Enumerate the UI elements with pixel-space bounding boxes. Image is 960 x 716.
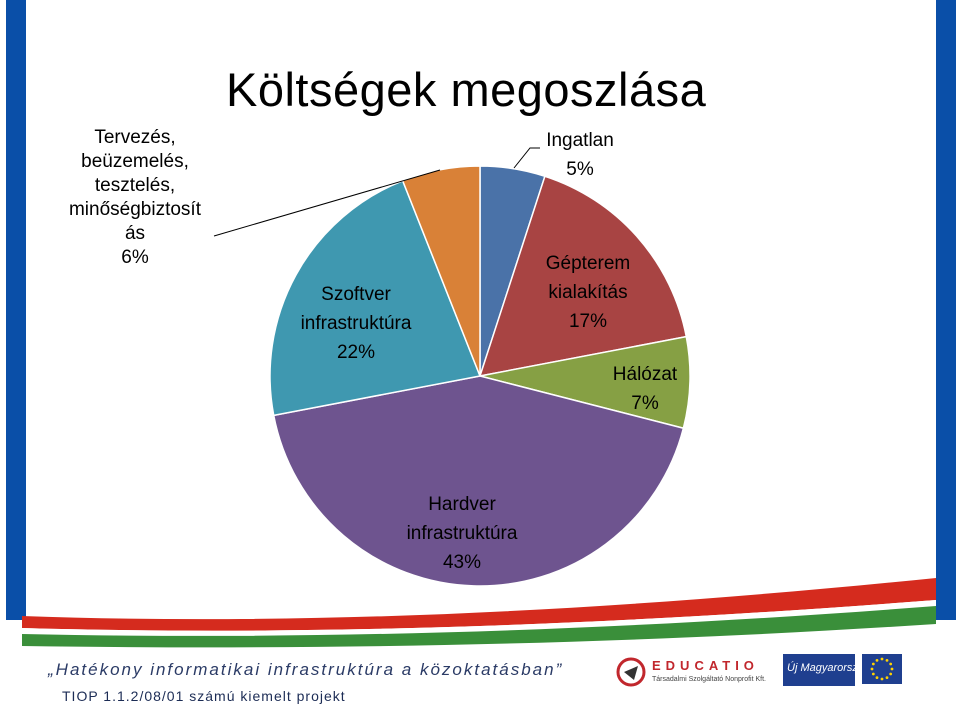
label-hardver-value: 43% bbox=[442, 552, 482, 573]
eu-star-6 bbox=[880, 677, 884, 681]
label-szoftver: Szoftver infrastruktúra 22% bbox=[276, 280, 436, 367]
label-hardver-line2: infrastruktúra bbox=[406, 523, 518, 544]
eu-flag-icon bbox=[862, 654, 902, 684]
pie-slice-4 bbox=[269, 179, 482, 417]
ribbon-red bbox=[22, 578, 936, 631]
eu-star-1 bbox=[885, 658, 889, 662]
label-szoftver-value: 22% bbox=[336, 342, 376, 363]
eu-star-0 bbox=[880, 657, 884, 661]
pie-slice-3 bbox=[272, 375, 685, 587]
leader-line-ingatlan bbox=[513, 147, 540, 169]
footer-project-code: TIOP 1.1.2/08/01 számú kiemelt projekt bbox=[62, 688, 346, 704]
label-tervezes-line2: beüzemelés, bbox=[81, 151, 189, 172]
educatio-subtitle: Társadalmi Szolgáltató Nonprofit Kft. bbox=[652, 676, 766, 683]
pie-slice-1 bbox=[478, 175, 688, 377]
uj-magyarorszag-logo: Új Magyarország bbox=[783, 654, 870, 686]
label-gepterem-line2: kialakítás bbox=[548, 282, 628, 303]
label-hardver: Hardver infrastruktúra 43% bbox=[382, 490, 542, 577]
label-halozat-value: 7% bbox=[631, 393, 659, 414]
label-szoftver-line2: infrastruktúra bbox=[300, 313, 412, 334]
label-ingatlan-name: Ingatlan bbox=[546, 130, 614, 151]
eu-star-4 bbox=[889, 672, 893, 676]
label-tervezes-line3: tesztelés, bbox=[94, 175, 176, 196]
educatio-emblem-icon bbox=[616, 657, 646, 687]
ribbon-white bbox=[22, 600, 936, 636]
eu-star-2 bbox=[889, 662, 893, 666]
label-tervezes-line5: ás bbox=[124, 223, 146, 244]
label-gepterem: Gépterem kialakítás 17% bbox=[508, 249, 668, 336]
label-ingatlan-value: 5% bbox=[566, 159, 594, 180]
eu-star-7 bbox=[875, 676, 879, 680]
eu-star-3 bbox=[890, 667, 894, 671]
label-halozat-name: Hálózat bbox=[612, 364, 678, 385]
label-ingatlan: Ingatlan 5% bbox=[520, 126, 640, 184]
educatio-wordmark: EDUCATIO bbox=[652, 658, 759, 673]
label-halozat: Hálózat 7% bbox=[585, 360, 705, 418]
label-tervezes-line1: Tervezés, bbox=[94, 127, 176, 148]
right-blue-bar bbox=[936, 0, 956, 620]
uj-magyarorszag-text: Új Magyarország bbox=[787, 662, 871, 674]
label-tervezes-line4: minőségbiztosít bbox=[68, 199, 201, 220]
label-tervezes-value: 6% bbox=[121, 247, 149, 268]
eu-star-8 bbox=[871, 672, 875, 676]
educatio-logo: EDUCATIO Társadalmi Szolgáltató Nonprofi… bbox=[612, 652, 772, 692]
label-hardver-line1: Hardver bbox=[428, 494, 496, 515]
pie-slices bbox=[269, 165, 691, 587]
eu-star-9 bbox=[870, 667, 874, 671]
leader-line-tervezes bbox=[213, 169, 441, 237]
eu-star-11 bbox=[875, 658, 879, 662]
eu-star-10 bbox=[871, 662, 875, 666]
label-gepterem-value: 17% bbox=[568, 311, 608, 332]
footer-project-title: „Hatékony informatikai infrastruktúra a … bbox=[48, 660, 564, 679]
label-gepterem-line1: Gépterem bbox=[545, 253, 631, 274]
eu-stars-icon bbox=[870, 657, 894, 681]
chart-title: Költségek megoszlása bbox=[226, 63, 707, 116]
label-tervezes: Tervezés, beüzemelés, tesztelés, minőség… bbox=[50, 126, 220, 270]
ribbon-green bbox=[22, 606, 936, 648]
eu-star-5 bbox=[885, 676, 889, 680]
label-szoftver-line1: Szoftver bbox=[321, 284, 391, 305]
left-blue-bar bbox=[6, 0, 26, 620]
